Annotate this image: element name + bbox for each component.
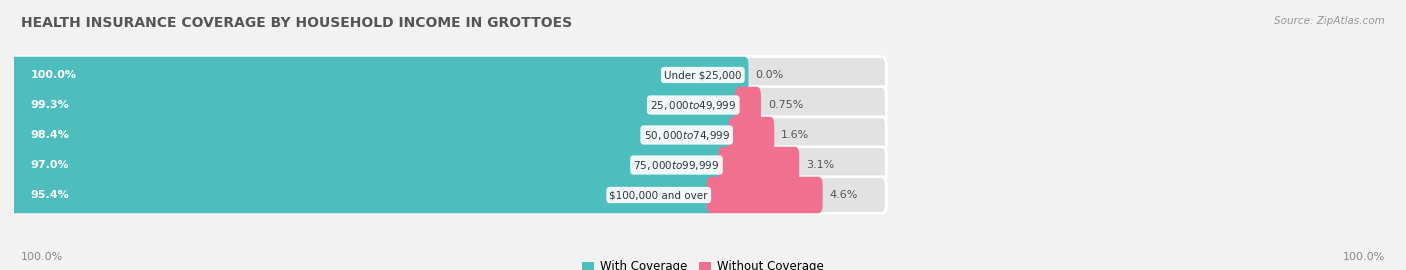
Text: 1.6%: 1.6% <box>782 130 810 140</box>
Text: 4.6%: 4.6% <box>830 190 858 200</box>
FancyBboxPatch shape <box>10 57 748 93</box>
Text: 0.75%: 0.75% <box>768 100 803 110</box>
Text: $100,000 and over: $100,000 and over <box>609 190 709 200</box>
Text: 0.0%: 0.0% <box>755 70 783 80</box>
Text: $75,000 to $99,999: $75,000 to $99,999 <box>633 158 720 171</box>
Text: 100.0%: 100.0% <box>21 252 63 262</box>
FancyBboxPatch shape <box>718 147 799 183</box>
Text: 97.0%: 97.0% <box>31 160 69 170</box>
FancyBboxPatch shape <box>10 147 886 183</box>
FancyBboxPatch shape <box>735 87 761 123</box>
FancyBboxPatch shape <box>10 177 714 213</box>
FancyBboxPatch shape <box>10 117 886 153</box>
Text: $25,000 to $49,999: $25,000 to $49,999 <box>650 99 737 112</box>
Text: 3.1%: 3.1% <box>806 160 834 170</box>
FancyBboxPatch shape <box>10 87 744 123</box>
Text: 95.4%: 95.4% <box>31 190 69 200</box>
FancyBboxPatch shape <box>10 177 886 213</box>
Text: Under $25,000: Under $25,000 <box>664 70 741 80</box>
Text: 99.3%: 99.3% <box>31 100 69 110</box>
Text: Source: ZipAtlas.com: Source: ZipAtlas.com <box>1274 16 1385 26</box>
FancyBboxPatch shape <box>10 87 886 123</box>
Text: 100.0%: 100.0% <box>1343 252 1385 262</box>
Text: $50,000 to $74,999: $50,000 to $74,999 <box>644 129 730 141</box>
FancyBboxPatch shape <box>10 147 727 183</box>
FancyBboxPatch shape <box>707 177 823 213</box>
FancyBboxPatch shape <box>728 117 775 153</box>
Text: 98.4%: 98.4% <box>31 130 69 140</box>
Legend: With Coverage, Without Coverage: With Coverage, Without Coverage <box>578 256 828 270</box>
Text: 100.0%: 100.0% <box>31 70 76 80</box>
Text: HEALTH INSURANCE COVERAGE BY HOUSEHOLD INCOME IN GROTTOES: HEALTH INSURANCE COVERAGE BY HOUSEHOLD I… <box>21 16 572 30</box>
FancyBboxPatch shape <box>10 57 886 93</box>
FancyBboxPatch shape <box>10 117 737 153</box>
